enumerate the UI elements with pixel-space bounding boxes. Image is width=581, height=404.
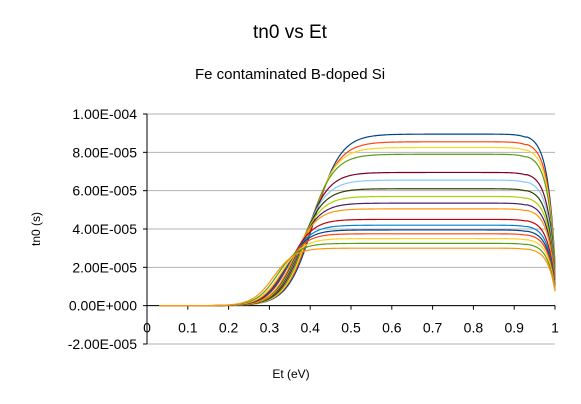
series-line-10: [159, 208, 556, 307]
y-tick-label: -2.00E-005: [68, 336, 137, 352]
x-tick-label: 0.6: [382, 320, 402, 336]
chart-subtitle: Fe contaminated B-doped Si: [195, 66, 385, 83]
x-tick-label: 0.9: [504, 320, 524, 336]
x-tick-label: 0.2: [219, 320, 239, 336]
y-tick-label: 6.00E-005: [72, 183, 137, 199]
x-tick-label: 0.5: [341, 320, 361, 336]
x-tick-label: 0.7: [423, 320, 443, 336]
series-line-12: [159, 224, 556, 307]
series-line-3: [159, 146, 556, 307]
x-tick-label: 0.3: [260, 320, 280, 336]
x-tick-label: 0.1: [178, 320, 198, 336]
series-line-11: [159, 218, 556, 307]
series-line-7: [159, 188, 556, 307]
series-line-9: [159, 202, 556, 307]
x-tick-label: 0.4: [300, 320, 320, 336]
x-axis-label: Et (eV): [272, 367, 309, 381]
series-group: [159, 133, 556, 307]
y-tick-label: 1.00E-004: [72, 106, 137, 122]
y-axis-label: tn0 (s): [29, 212, 43, 246]
y-tick-label: 2.00E-005: [72, 259, 137, 275]
y-tick-label: 4.00E-005: [72, 221, 137, 237]
x-axis-ticks: 00.10.20.30.40.50.60.70.80.91: [143, 305, 559, 336]
x-tick-label: 0.8: [464, 320, 484, 336]
series-line-2: [159, 141, 556, 307]
y-axis-ticks: -2.00E-005 0.00E+000 2.00E-005 4.00E-005 6.0…: [68, 106, 147, 352]
series-line-8: [159, 195, 556, 307]
x-tick-label: 1: [551, 320, 559, 336]
series-line-16: [159, 242, 556, 307]
series-line-14: [159, 233, 556, 307]
series-line-17: [159, 247, 556, 307]
y-tick-label: 0.00E+000: [69, 298, 137, 314]
y-tick-label: 8.00E-005: [72, 144, 137, 160]
chart-title: tn0 vs Et: [253, 22, 328, 43]
